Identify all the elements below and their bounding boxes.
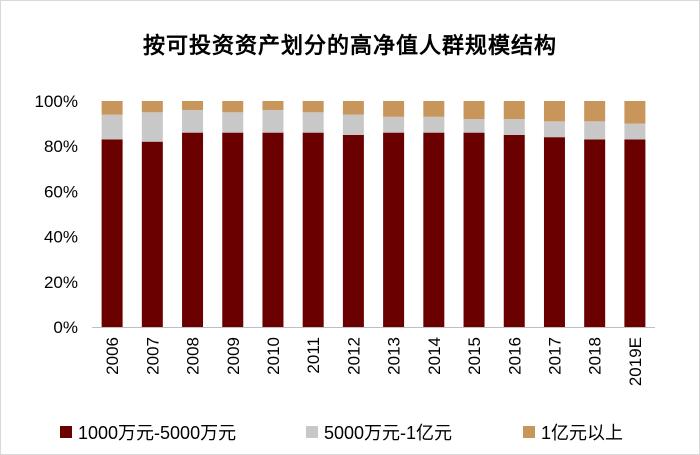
bar-segment-2018-series-3 xyxy=(584,101,606,122)
bar-segment-2013-series-2 xyxy=(383,116,405,133)
bar-segment-2015-series-2 xyxy=(463,119,485,133)
legend-label-2: 5000万元-1亿元 xyxy=(324,423,453,443)
bar-segment-2019E-series-2 xyxy=(624,123,646,140)
bar-segment-2018-series-2 xyxy=(584,121,606,140)
x-tick-label: 2006 xyxy=(103,337,122,375)
bar-segment-2010-series-3 xyxy=(262,101,284,111)
bar-segment-2009-series-3 xyxy=(222,101,244,113)
x-tick-label: 2015 xyxy=(465,337,484,375)
bar-segment-2013-series-3 xyxy=(383,101,405,117)
bar-segment-2012-series-2 xyxy=(342,114,364,135)
x-tick-label: 2013 xyxy=(385,337,404,375)
x-tick-label: 2007 xyxy=(143,337,162,375)
bar-segment-2016-series-1 xyxy=(503,134,525,327)
y-tick-label: 100% xyxy=(35,92,78,111)
bar-segment-2019E-series-1 xyxy=(624,139,646,327)
bar-segment-2015-series-3 xyxy=(463,101,485,120)
legend-swatch-2 xyxy=(306,426,318,438)
bar-segment-2014-series-1 xyxy=(423,132,445,327)
x-tick-label: 2008 xyxy=(184,337,203,375)
y-tick-label: 0% xyxy=(53,318,78,337)
bar-segment-2014-series-3 xyxy=(423,101,445,117)
y-tick-label: 80% xyxy=(44,137,78,156)
x-tick-label: 2017 xyxy=(545,337,564,375)
x-tick-label: 2012 xyxy=(344,337,363,375)
bar-segment-2007-series-3 xyxy=(141,101,163,113)
y-tick-label: 60% xyxy=(44,182,78,201)
bar-segment-2011-series-1 xyxy=(302,132,324,327)
legend-item-1: 1000万元-5000万元 xyxy=(60,420,236,444)
bar-segment-2014-series-2 xyxy=(423,116,445,133)
bar-segment-2008-series-1 xyxy=(182,132,204,327)
y-axis: 0% 20% 40% 60% 80% 100% xyxy=(35,92,78,337)
bar-segment-2006-series-3 xyxy=(101,101,123,115)
bar-segment-2010-series-1 xyxy=(262,132,284,327)
legend-label-1: 1000万元-5000万元 xyxy=(78,423,237,443)
legend-swatch-1 xyxy=(60,426,72,438)
y-tick-label: 20% xyxy=(44,273,78,292)
x-tick-label: 2018 xyxy=(586,337,605,375)
bar-segment-2012-series-1 xyxy=(342,134,364,327)
bar-segment-2019E-series-3 xyxy=(624,101,646,124)
x-tick-label: 2011 xyxy=(304,337,323,374)
x-tick-label: 2019E xyxy=(626,337,645,386)
legend-item-2: 5000万元-1亿元 xyxy=(306,420,452,444)
x-tick-label: 2009 xyxy=(224,337,243,375)
bar-segment-2006-series-1 xyxy=(101,139,123,327)
bar-segment-2008-series-2 xyxy=(182,110,204,133)
bar-segment-2007-series-1 xyxy=(141,141,163,327)
bar-segment-2018-series-1 xyxy=(584,139,606,327)
legend: 1000万元-5000万元 5000万元-1亿元 1亿元以上 xyxy=(0,420,700,444)
x-tick-label: 2016 xyxy=(505,337,524,375)
x-tick-label: 2010 xyxy=(264,337,283,375)
chart-title: 按可投资资产划分的高净值人群规模结构 xyxy=(142,33,557,59)
legend-swatch-3 xyxy=(523,426,535,438)
bar-segment-2007-series-2 xyxy=(141,112,163,142)
bar-segment-2017-series-1 xyxy=(543,137,565,327)
bar-segment-2017-series-2 xyxy=(543,121,565,138)
legend-item-3: 1亿元以上 xyxy=(523,420,623,444)
bar-segment-2009-series-2 xyxy=(222,112,244,133)
bar-segment-2017-series-3 xyxy=(543,101,565,122)
legend-label-3: 1亿元以上 xyxy=(541,423,624,443)
bar-segment-2016-series-2 xyxy=(503,119,525,135)
bars xyxy=(101,101,646,327)
bar-segment-2013-series-1 xyxy=(383,132,405,327)
bar-segment-2006-series-2 xyxy=(101,114,123,140)
bar-segment-2011-series-3 xyxy=(302,101,324,113)
bar-segment-2012-series-3 xyxy=(342,101,364,115)
bar-segment-2016-series-3 xyxy=(503,101,525,120)
bar-segment-2009-series-1 xyxy=(222,132,244,327)
bar-segment-2008-series-3 xyxy=(182,101,204,111)
y-tick-label: 40% xyxy=(44,228,78,247)
x-axis: 2006 2007 2008 2009 2010 2011 2012 2013 2014 2015… xyxy=(92,327,655,386)
x-tick-label: 2014 xyxy=(425,337,444,375)
bar-segment-2010-series-2 xyxy=(262,110,284,133)
bar-segment-2015-series-1 xyxy=(463,132,485,327)
bar-segment-2011-series-2 xyxy=(302,112,324,133)
